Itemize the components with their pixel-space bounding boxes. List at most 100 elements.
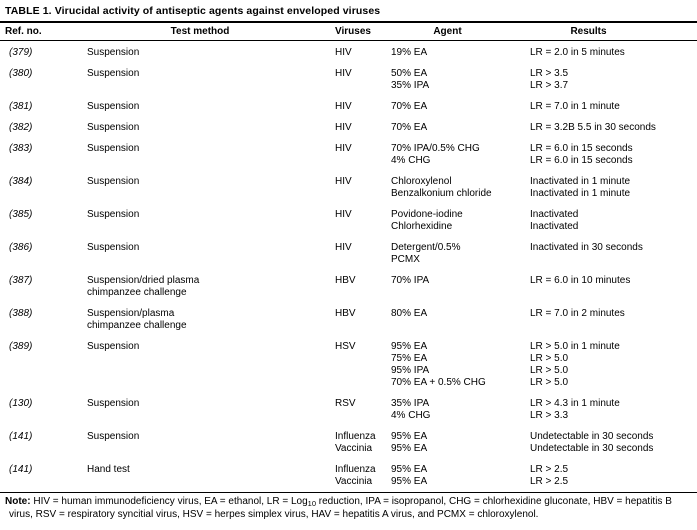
- virus-cell: HIV: [335, 143, 391, 167]
- test-method-cell: Suspension: [87, 101, 335, 113]
- test-method-line: chimpanzee challenge: [87, 319, 187, 331]
- column-header-viruses: Viruses: [335, 26, 371, 37]
- virus-cell: HBV: [335, 308, 391, 332]
- agent-line: Chlorhexidine: [391, 220, 453, 232]
- ref-no: (389): [9, 340, 33, 352]
- result-cell: Undetectable in 30 seconds Undetectable i…: [530, 431, 697, 455]
- test-method-cell: Hand test: [87, 464, 335, 488]
- column-header-test-method: Test method: [170, 26, 230, 37]
- ref-no: (385): [9, 208, 33, 220]
- agent-line: 4% CHG: [391, 409, 431, 421]
- result-line: LR > 3.3: [530, 409, 569, 421]
- test-method-line: Suspension: [87, 340, 140, 352]
- virus-cell: HIV: [335, 68, 391, 92]
- result-line: LR = 7.0 in 2 minutes: [530, 307, 625, 319]
- test-method-line: Suspension: [87, 100, 140, 112]
- test-method-cell: Suspension/dried plasma chimpanzee challe…: [87, 275, 335, 299]
- test-method-cell: Suspension: [87, 176, 335, 200]
- ref-no: (380): [9, 67, 33, 79]
- result-cell: Inactivated in 1 minute Inactivated in 1 …: [530, 176, 697, 200]
- virus-cell: RSV: [335, 398, 391, 422]
- result-cell: LR = 7.0 in 2 minutes: [530, 308, 697, 332]
- header-rule: [0, 40, 697, 41]
- virus-cell: HIV: [335, 101, 391, 113]
- ref-no: (386): [9, 241, 33, 253]
- result-line: LR = 6.0 in 15 seconds: [530, 154, 633, 166]
- agent-line: 70% EA: [391, 121, 428, 133]
- agent-line: 95% EA: [391, 475, 428, 487]
- ref-no: (141): [9, 463, 33, 475]
- test-method-line: Suspension/dried plasma: [87, 274, 200, 286]
- agent-cell: 35% IPA 4% CHG: [391, 398, 530, 422]
- table-row: (383) Suspension HIV 70% IPA/0.5% CHG 4% CHG…: [0, 138, 697, 171]
- ref-no: (387): [9, 274, 33, 286]
- test-method-line: Suspension: [87, 67, 140, 79]
- result-line: Inactivated: [530, 208, 579, 220]
- ref-no: (141): [9, 430, 33, 442]
- agent-cell: Detergent/0.5% PCMX: [391, 242, 530, 266]
- agent-line: Chloroxylenol: [391, 175, 452, 187]
- virus-line: HIV: [335, 121, 352, 133]
- result-cell: LR = 3.2B 5.5 in 30 seconds: [530, 122, 697, 134]
- agent-line: 35% IPA: [391, 79, 430, 91]
- test-method-cell: Suspension/plasma chimpanzee challenge: [87, 308, 335, 332]
- table-row: (389) Suspension HSV 95% EA 75% EA 95% IPA 70%…: [0, 336, 697, 393]
- virus-line: HBV: [335, 274, 356, 286]
- result-cell: LR > 4.3 in 1 minute LR > 3.3: [530, 398, 697, 422]
- agent-line: 70% IPA: [391, 274, 430, 286]
- note-log-subscript: 10: [307, 499, 317, 508]
- ref-no: (382): [9, 121, 33, 133]
- table-row: (382) Suspension HIV 70% EA LR = 3.2B 5.5 in…: [0, 117, 697, 138]
- virus-line: Vaccinia: [335, 475, 373, 487]
- note-text-before-sub: HIV = human immunodeficiency virus, EA =…: [30, 496, 308, 507]
- result-line: LR > 3.7: [530, 79, 569, 91]
- test-method-line: Suspension: [87, 397, 140, 409]
- agent-line: Povidone-iodine: [391, 208, 463, 220]
- note-label: Note:: [5, 496, 31, 507]
- result-line: LR > 2.5: [530, 475, 569, 487]
- result-cell: Inactivated in 30 seconds: [530, 242, 697, 266]
- test-method-cell: Suspension: [87, 209, 335, 233]
- result-cell: LR = 2.0 in 5 minutes: [530, 47, 697, 59]
- virus-cell: HIV: [335, 47, 391, 59]
- test-method-line: Suspension/plasma: [87, 307, 175, 319]
- test-method-cell: Suspension: [87, 47, 335, 59]
- agent-line: 70% EA + 0.5% CHG: [391, 376, 486, 388]
- agent-cell: 70% IPA/0.5% CHG 4% CHG: [391, 143, 530, 167]
- agent-line: Detergent/0.5%: [391, 241, 461, 253]
- virus-line: HIV: [335, 142, 352, 154]
- table-body: (379) Suspension HIV 19% EA LR = 2.0 in 5 mi…: [0, 41, 697, 492]
- virus-line: Influenza: [335, 463, 376, 475]
- table-row: (388) Suspension/plasma chimpanzee challen…: [0, 303, 697, 336]
- test-method-cell: Suspension: [87, 122, 335, 134]
- table-row: (387) Suspension/dried plasma chimpanzee c…: [0, 270, 697, 303]
- result-cell: LR = 6.0 in 10 minutes: [530, 275, 697, 299]
- column-header-results: Results: [570, 26, 607, 37]
- result-line: LR > 5.0: [530, 364, 569, 376]
- test-method-cell: Suspension: [87, 431, 335, 455]
- agent-line: 70% IPA/0.5% CHG: [391, 142, 480, 154]
- table-row: (380) Suspension HIV 50% EA 35% IPA LR > 3.5 L…: [0, 63, 697, 96]
- agent-cell: 95% EA 95% EA: [391, 431, 530, 455]
- table-row: (141) Hand test Influenza Vaccinia 95% EA 95%…: [0, 459, 697, 492]
- ref-no: (383): [9, 142, 33, 154]
- result-cell: Inactivated Inactivated: [530, 209, 697, 233]
- test-method-line: Suspension: [87, 208, 140, 220]
- test-method-line: Hand test: [87, 463, 130, 475]
- ref-no: (130): [9, 397, 33, 409]
- table-row: (130) Suspension RSV 35% IPA 4% CHG LR > 4.3 …: [0, 393, 697, 426]
- virus-cell: HSV: [335, 341, 391, 389]
- agent-line: 50% EA: [391, 67, 428, 79]
- agent-line: 95% EA: [391, 430, 428, 442]
- result-line: LR = 6.0 in 15 seconds: [530, 142, 633, 154]
- result-line: LR > 3.5: [530, 67, 569, 79]
- agent-line: 95% IPA: [391, 364, 430, 376]
- table-note: Note: HIV = human immunodeficiency virus…: [0, 493, 697, 521]
- virus-cell: HIV: [335, 242, 391, 266]
- agent-cell: Chloroxylenol Benzalkonium chloride: [391, 176, 530, 200]
- result-cell: LR = 7.0 in 1 minute: [530, 101, 697, 113]
- result-line: LR > 5.0: [530, 376, 569, 388]
- virus-line: Influenza: [335, 430, 376, 442]
- virus-cell: HIV: [335, 176, 391, 200]
